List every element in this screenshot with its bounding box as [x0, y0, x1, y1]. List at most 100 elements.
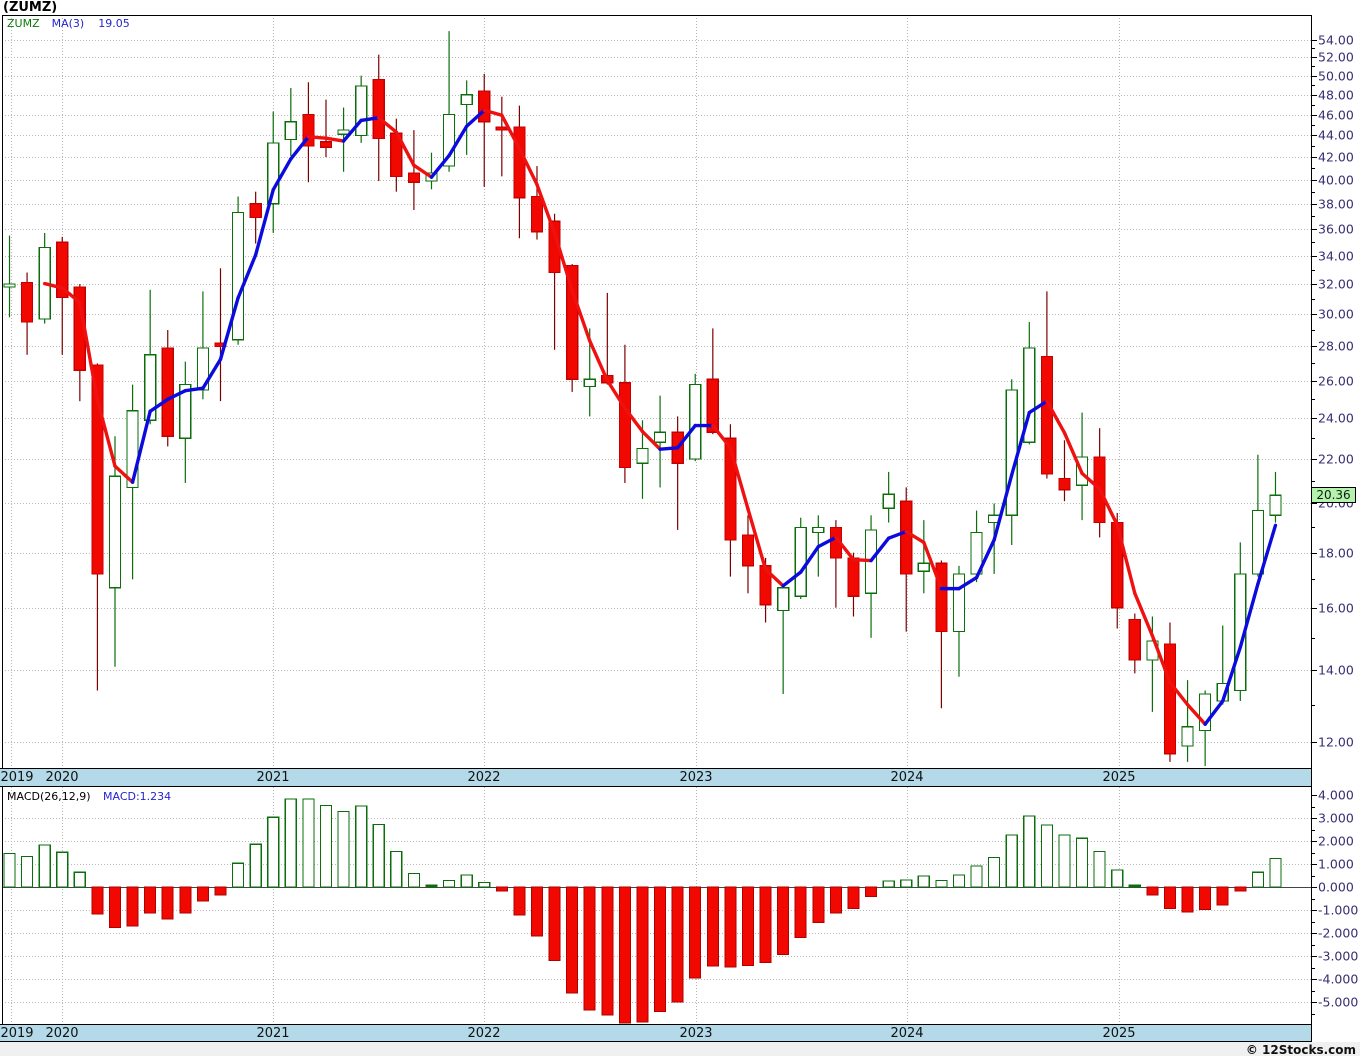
- macd-bar: [144, 886, 157, 914]
- candle-2024-01: [900, 500, 913, 575]
- candle-2024-10: [1058, 477, 1071, 491]
- macd-bar: [161, 886, 174, 920]
- macd-bar: [302, 798, 315, 888]
- year-label-2019: 2019: [0, 770, 34, 785]
- candle-2021-12: [460, 94, 473, 106]
- candle-2020-04: [108, 475, 122, 589]
- candle-2019-10: [3, 283, 16, 288]
- candle-2024-04: [952, 573, 966, 633]
- macd-bar: [935, 879, 948, 888]
- candle-2023-12: [882, 493, 895, 509]
- macd-bar: [671, 886, 684, 1003]
- macd-bar: [583, 886, 596, 1011]
- price-tick-label: 54.00: [1318, 33, 1354, 48]
- candle-2023-08: [812, 526, 825, 533]
- macd-histogram-layer: [2, 798, 1311, 1024]
- ma3-line: [42, 108, 1278, 726]
- macd-bar: [38, 844, 51, 888]
- macd-bar: [108, 886, 121, 929]
- macd-bar: [425, 884, 438, 888]
- macd-bar: [847, 886, 860, 909]
- macd-bar: [267, 816, 280, 888]
- price-legend: ZUMZ MA(3) 19.05: [7, 17, 130, 30]
- candle-2024-03: [935, 562, 948, 633]
- price-tick-label: 48.00: [1318, 88, 1354, 103]
- year-label-2023: 2023: [679, 1026, 713, 1041]
- candle-2022-04: [530, 195, 544, 233]
- price-tick-label: 32.00: [1318, 277, 1354, 292]
- candle-2023-04: [741, 534, 755, 567]
- year-label-2020: 2020: [45, 1026, 79, 1041]
- year-label-2019: 2019: [0, 1026, 34, 1041]
- candle-2025-10: [1269, 494, 1282, 516]
- price-tick-label: 40.00: [1318, 173, 1354, 188]
- candle-2022-09: [618, 382, 632, 469]
- watermark-credit: © 12Stocks.com: [1245, 1043, 1356, 1056]
- candle-2020-01: [56, 241, 69, 298]
- macd-bar: [20, 856, 34, 888]
- macd-bar: [566, 886, 579, 994]
- macd-bar: [865, 886, 878, 898]
- macd-bar: [249, 843, 262, 888]
- macd-tick-label: 4.000: [1318, 788, 1354, 803]
- candle-2022-11: [653, 431, 667, 443]
- macd-bar: [548, 886, 561, 962]
- macd-bar: [73, 871, 86, 888]
- macd-tick-label: -2.000: [1318, 926, 1358, 941]
- macd-tick-label: 0.000: [1318, 880, 1354, 895]
- candle-2022-01: [478, 90, 491, 123]
- year-label-2020: 2020: [45, 770, 79, 785]
- year-label-2025: 2025: [1102, 770, 1136, 785]
- candle-2021-05: [337, 129, 350, 135]
- macd-bar: [231, 862, 245, 888]
- candle-2021-04: [319, 141, 333, 148]
- macd-bar: [355, 805, 368, 888]
- price-tick-label: 14.00: [1318, 663, 1354, 678]
- macd-legend: MACD(26,12,9) MACD:1.234: [7, 790, 171, 803]
- candle-2021-03: [302, 114, 315, 147]
- footer-strip: [0, 1042, 1360, 1056]
- macd-tick-label: 3.000: [1318, 811, 1354, 826]
- candle-2022-02: [495, 126, 508, 131]
- price-tick-label: 46.00: [1318, 108, 1354, 123]
- macd-bar: [689, 886, 702, 979]
- candle-2023-02: [706, 378, 719, 433]
- candle-2022-10: [636, 447, 649, 464]
- candle-2020-06: [144, 354, 157, 421]
- macd-bar: [970, 865, 983, 888]
- macd-tick-label: 2.000: [1318, 834, 1354, 849]
- axis-layer: 12.0014.0016.0018.0020.0022.0024.0026.00…: [2, 15, 1358, 1042]
- macd-tick-label: -4.000: [1318, 972, 1358, 987]
- macd-tick-label: -5.000: [1318, 995, 1358, 1010]
- candle-2024-09: [1040, 355, 1053, 475]
- macd-tick-label: 1.000: [1318, 857, 1354, 872]
- price-tick-label: 42.00: [1318, 150, 1354, 165]
- macd-bar: [56, 851, 69, 888]
- price-tick-label: 28.00: [1318, 339, 1354, 354]
- macd-bar: [460, 874, 473, 888]
- candle-2020-05: [126, 410, 139, 489]
- macd-bar: [1234, 886, 1247, 892]
- macd-bar: [882, 880, 895, 888]
- year-label-2023: 2023: [679, 770, 713, 785]
- candle-2022-03: [513, 126, 526, 199]
- macd-bar: [530, 886, 543, 937]
- macd-bar: [196, 886, 209, 902]
- macd-bar: [759, 886, 772, 964]
- macd-bar: [1005, 834, 1018, 888]
- price-tick-label: 36.00: [1318, 222, 1354, 237]
- candle-2023-01: [689, 384, 702, 460]
- macd-bar: [1269, 858, 1282, 888]
- macd-bar: [1163, 886, 1176, 909]
- price-tick-label: 52.00: [1318, 50, 1354, 65]
- price-tick-label: 22.00: [1318, 452, 1354, 467]
- price-tick-label: 50.00: [1318, 69, 1354, 84]
- macd-bar: [1199, 886, 1212, 910]
- candle-2021-01: [267, 142, 280, 205]
- macd-bar: [724, 886, 737, 968]
- macd-bar: [91, 886, 104, 915]
- macd-bar: [3, 852, 16, 888]
- macd-bar: [777, 886, 790, 955]
- macd-params-label: MACD(26,12,9): [7, 790, 91, 803]
